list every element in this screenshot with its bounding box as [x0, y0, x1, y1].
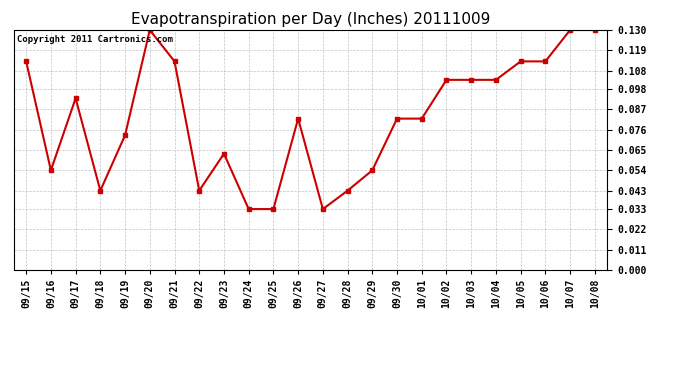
- Title: Evapotranspiration per Day (Inches) 20111009: Evapotranspiration per Day (Inches) 2011…: [131, 12, 490, 27]
- Text: Copyright 2011 Cartronics.com: Copyright 2011 Cartronics.com: [17, 35, 172, 44]
